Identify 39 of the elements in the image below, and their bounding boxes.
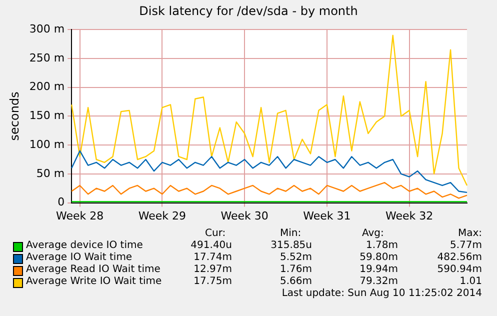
legend-label: Average Write IO Wait time [26,276,162,287]
text: 1.76m [280,264,312,275]
y-tick-label: 250 m [29,51,65,64]
y-tick-label: 150 m [29,109,65,122]
text: 59.80m [360,252,398,263]
x-tick-label: Week 28 [56,209,104,222]
y-tick-label: 0 [58,196,65,209]
text: 17.74m [194,252,232,263]
text: 482.56m [437,252,482,263]
legend-label: Average device IO time [26,240,143,251]
x-tick-label: Week 29 [138,209,186,222]
text: 19.94m [360,264,398,275]
text: 1.01 [460,276,482,287]
text: 79.32m [360,276,398,287]
y-tick-label: 200 m [29,80,65,94]
text: 12.97m [194,264,232,275]
y-axis-title: seconds [7,92,22,141]
x-tick-label: Week 32 [386,209,434,222]
chart-title: Disk latency for /dev/sda - by month [138,4,359,18]
text: 5.52m [280,252,312,263]
y-tick-label: 300 m [29,22,65,36]
y-tick-label: 50 m [36,166,65,180]
x-tick-label: Week 31 [303,209,351,222]
text: 17.75m [194,276,232,287]
text: 590.94m [437,264,482,275]
legend-label: Average IO Wait time [26,252,132,263]
text: Last update: Sun Aug 10 11:25:02 2014 [282,288,482,299]
text: Cur: [205,228,226,239]
y-tick-label: 100 m [29,138,65,151]
x-tick-label: Week 30 [220,209,268,222]
text: 1.78m [366,240,398,251]
text: Avg: [362,228,384,239]
text: 491.40u [190,240,232,251]
text: 5.66m [280,276,312,287]
text: Max: [458,228,482,239]
text: 5.77m [450,240,482,251]
text: 315.85u [270,240,312,251]
legend-label: Average Read IO Wait time [26,264,160,275]
text: Min: [280,228,302,239]
